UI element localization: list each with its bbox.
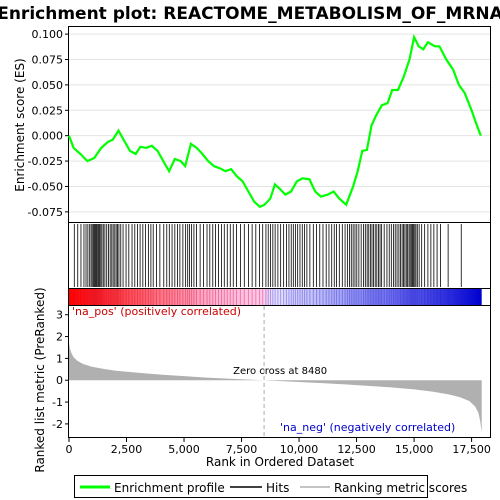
x-tick-label: 0 — [66, 443, 73, 456]
legend-hits-label: Hits — [266, 481, 289, 495]
x-axis-label: Rank in Ordered Dataset — [206, 455, 354, 469]
ranked-metric-area — [69, 343, 482, 433]
rank-colorbar-stripes — [73, 289, 462, 305]
metric-ytick-label: 1 — [56, 352, 63, 365]
es-ytick-label: -0.075 — [28, 206, 63, 219]
zero-cross-label: Zero cross at 8480 — [233, 366, 327, 377]
chart-title: Enrichment plot: REACTOME_METABOLISM_OF_… — [0, 4, 500, 24]
es-ytick-label: -0.025 — [28, 155, 63, 168]
metric-ytick-label: 0 — [56, 374, 63, 387]
metric-ytick-label: 2 — [56, 331, 63, 344]
enrichment-profile-line — [67, 33, 482, 209]
metric-ytick-label: -2 — [52, 418, 63, 431]
es-grid — [69, 33, 490, 213]
es-ytick-label: 0.000 — [32, 130, 64, 143]
metric-y-axis-label: Ranked list metric (PreRanked) — [33, 287, 47, 472]
rank-colorbar — [69, 289, 482, 305]
x-tick-label: 10,000 — [280, 443, 319, 456]
pos-correlated-label: 'na_pos' (positively correlated) — [72, 305, 241, 318]
hits-panel — [68, 222, 491, 289]
metric-ytick-label: -1 — [52, 396, 63, 409]
enrichment-panel — [68, 26, 491, 223]
metric-ytick-label: 3 — [56, 309, 63, 322]
es-ytick-label: -0.050 — [28, 180, 63, 193]
es-y-axis-label: Enrichment score (ES) — [13, 58, 27, 191]
es-ytick-label: 0.075 — [32, 54, 64, 67]
ranked-metric-panel — [68, 305, 491, 438]
x-tick-label: 15,000 — [395, 443, 434, 456]
es-ytick-label: 0.050 — [32, 79, 64, 92]
hits-group — [73, 224, 462, 287]
x-tick-label: 2,500 — [111, 443, 143, 456]
x-tick-label: 5,000 — [168, 443, 200, 456]
es-ytick-label: 0.100 — [32, 28, 64, 41]
metric-y-axis: -2 -1 0 1 2 3 — [52, 309, 69, 431]
es-y-axis: -0.075 -0.050 -0.025 0.000 0.025 0.050 0.075 0.… — [28, 28, 69, 219]
neg-correlated-label: 'na_neg' (negatively correlated) — [280, 421, 455, 434]
x-tick-label: 7,500 — [226, 443, 258, 456]
es-ytick-label: 0.025 — [32, 104, 64, 117]
x-tick-label: 17,500 — [452, 443, 491, 456]
legend-profile-label: Enrichment profile — [114, 481, 225, 495]
legend-metric-label: Ranking metric scores — [334, 481, 467, 495]
x-axis: 0 2,500 5,000 7,500 10,000 12,500 15,000 17,500 — [66, 438, 491, 456]
x-tick-label: 12,500 — [337, 443, 376, 456]
